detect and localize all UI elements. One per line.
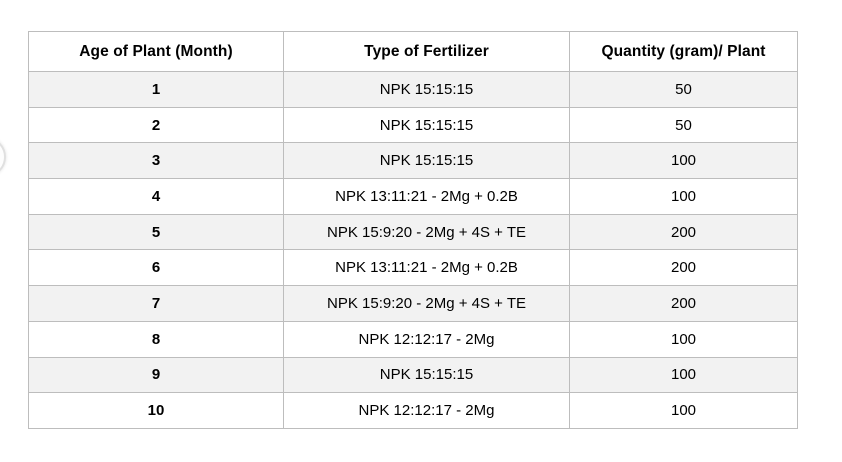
fertilizer-cell: NPK 13:11:21 - 2Mg + 0.2B [283,249,570,287]
quantity-cell: 50 [569,106,798,144]
fertilizer-cell: NPK 12:12:17 - 2Mg [283,320,570,358]
fertilizer-cell: NPK 15:15:15 [283,142,570,180]
month-cell: 1 [28,71,284,108]
table-row: 6 NPK 13:11:21 - 2Mg + 0.2B 200 [28,249,798,287]
month-cell: 2 [28,106,284,144]
header-row: Age of Plant (Month) Type of Fertilizer … [28,31,798,72]
month-cell: 5 [28,213,284,251]
table-row: 2 NPK 15:15:15 50 [28,106,798,144]
quantity-cell: 200 [569,285,798,322]
header-cell-quantity: Quantity (gram)/ Plant [569,31,798,72]
fertilizer-cell: NPK 15:15:15 [283,356,570,394]
table-header: Age of Plant (Month) Type of Fertilizer … [28,31,798,72]
fertilizer-cell: NPK 15:9:20 - 2Mg + 4S + TE [283,285,570,322]
table-body: 1 NPK 15:15:15 50 2 NPK 15:15:15 50 3 NP… [28,71,798,429]
table-row: 9 NPK 15:15:15 100 [28,356,798,394]
quantity-cell: 100 [569,178,798,215]
header-cell-fertilizer: Type of Fertilizer [283,31,570,72]
fertilizer-cell: NPK 15:15:15 [283,71,570,108]
table-row: 3 NPK 15:15:15 100 [28,142,798,180]
table-row: 1 NPK 15:15:15 50 [28,71,798,108]
month-cell: 7 [28,285,284,322]
month-cell: 9 [28,356,284,394]
left-edge-arc [0,137,6,177]
month-cell: 3 [28,142,284,180]
month-cell: 8 [28,320,284,358]
fertilizer-cell: NPK 15:9:20 - 2Mg + 4S + TE [283,213,570,251]
fertilizer-cell: NPK 13:11:21 - 2Mg + 0.2B [283,178,570,215]
header-cell-age: Age of Plant (Month) [28,31,284,72]
table-row: 10 NPK 12:12:17 - 2Mg 100 [28,392,798,429]
month-cell: 6 [28,249,284,287]
quantity-cell: 200 [569,249,798,287]
month-cell: 10 [28,392,284,429]
quantity-cell: 50 [569,71,798,108]
quantity-cell: 200 [569,213,798,251]
quantity-cell: 100 [569,142,798,180]
fertilizer-cell: NPK 12:12:17 - 2Mg [283,392,570,429]
quantity-cell: 100 [569,356,798,394]
fertilizer-schedule-table: Age of Plant (Month) Type of Fertilizer … [28,31,798,429]
month-cell: 4 [28,178,284,215]
table-row: 8 NPK 12:12:17 - 2Mg 100 [28,320,798,358]
fertilizer-cell: NPK 15:15:15 [283,106,570,144]
quantity-cell: 100 [569,320,798,358]
quantity-cell: 100 [569,392,798,429]
table-row: 4 NPK 13:11:21 - 2Mg + 0.2B 100 [28,178,798,215]
table-row: 5 NPK 15:9:20 - 2Mg + 4S + TE 200 [28,213,798,251]
table-row: 7 NPK 15:9:20 - 2Mg + 4S + TE 200 [28,285,798,322]
